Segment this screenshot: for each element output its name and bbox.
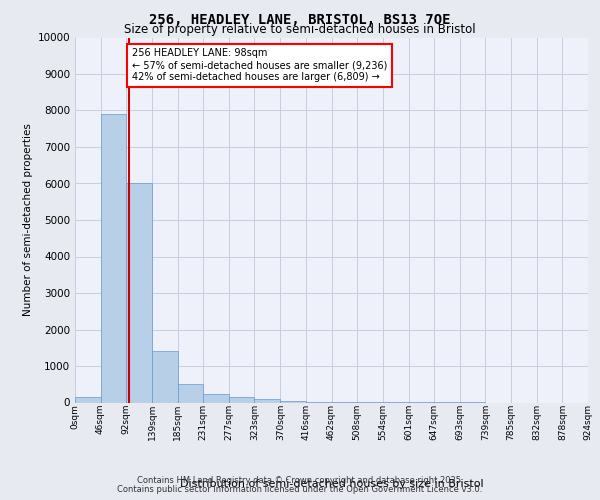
Text: Contains public sector information licensed under the Open Government Licence v3: Contains public sector information licen…	[118, 485, 482, 494]
Y-axis label: Number of semi-detached properties: Number of semi-detached properties	[23, 124, 34, 316]
Text: Size of property relative to semi-detached houses in Bristol: Size of property relative to semi-detach…	[124, 24, 476, 36]
Text: 256, HEADLEY LANE, BRISTOL, BS13 7QE: 256, HEADLEY LANE, BRISTOL, BS13 7QE	[149, 12, 451, 26]
Bar	[229, 397, 254, 402]
Bar	[126, 184, 152, 402]
Bar	[75, 397, 101, 402]
Bar	[254, 399, 280, 402]
Bar	[280, 400, 306, 402]
Text: Contains HM Land Registry data © Crown copyright and database right 2025.: Contains HM Land Registry data © Crown c…	[137, 476, 463, 485]
Bar	[152, 352, 178, 403]
Bar	[203, 394, 229, 402]
Bar	[101, 114, 126, 403]
X-axis label: Distribution of semi-detached houses by size in Bristol: Distribution of semi-detached houses by …	[179, 479, 484, 489]
Bar	[178, 384, 203, 402]
Text: 256 HEADLEY LANE: 98sqm
← 57% of semi-detached houses are smaller (9,236)
42% of: 256 HEADLEY LANE: 98sqm ← 57% of semi-de…	[131, 48, 387, 82]
